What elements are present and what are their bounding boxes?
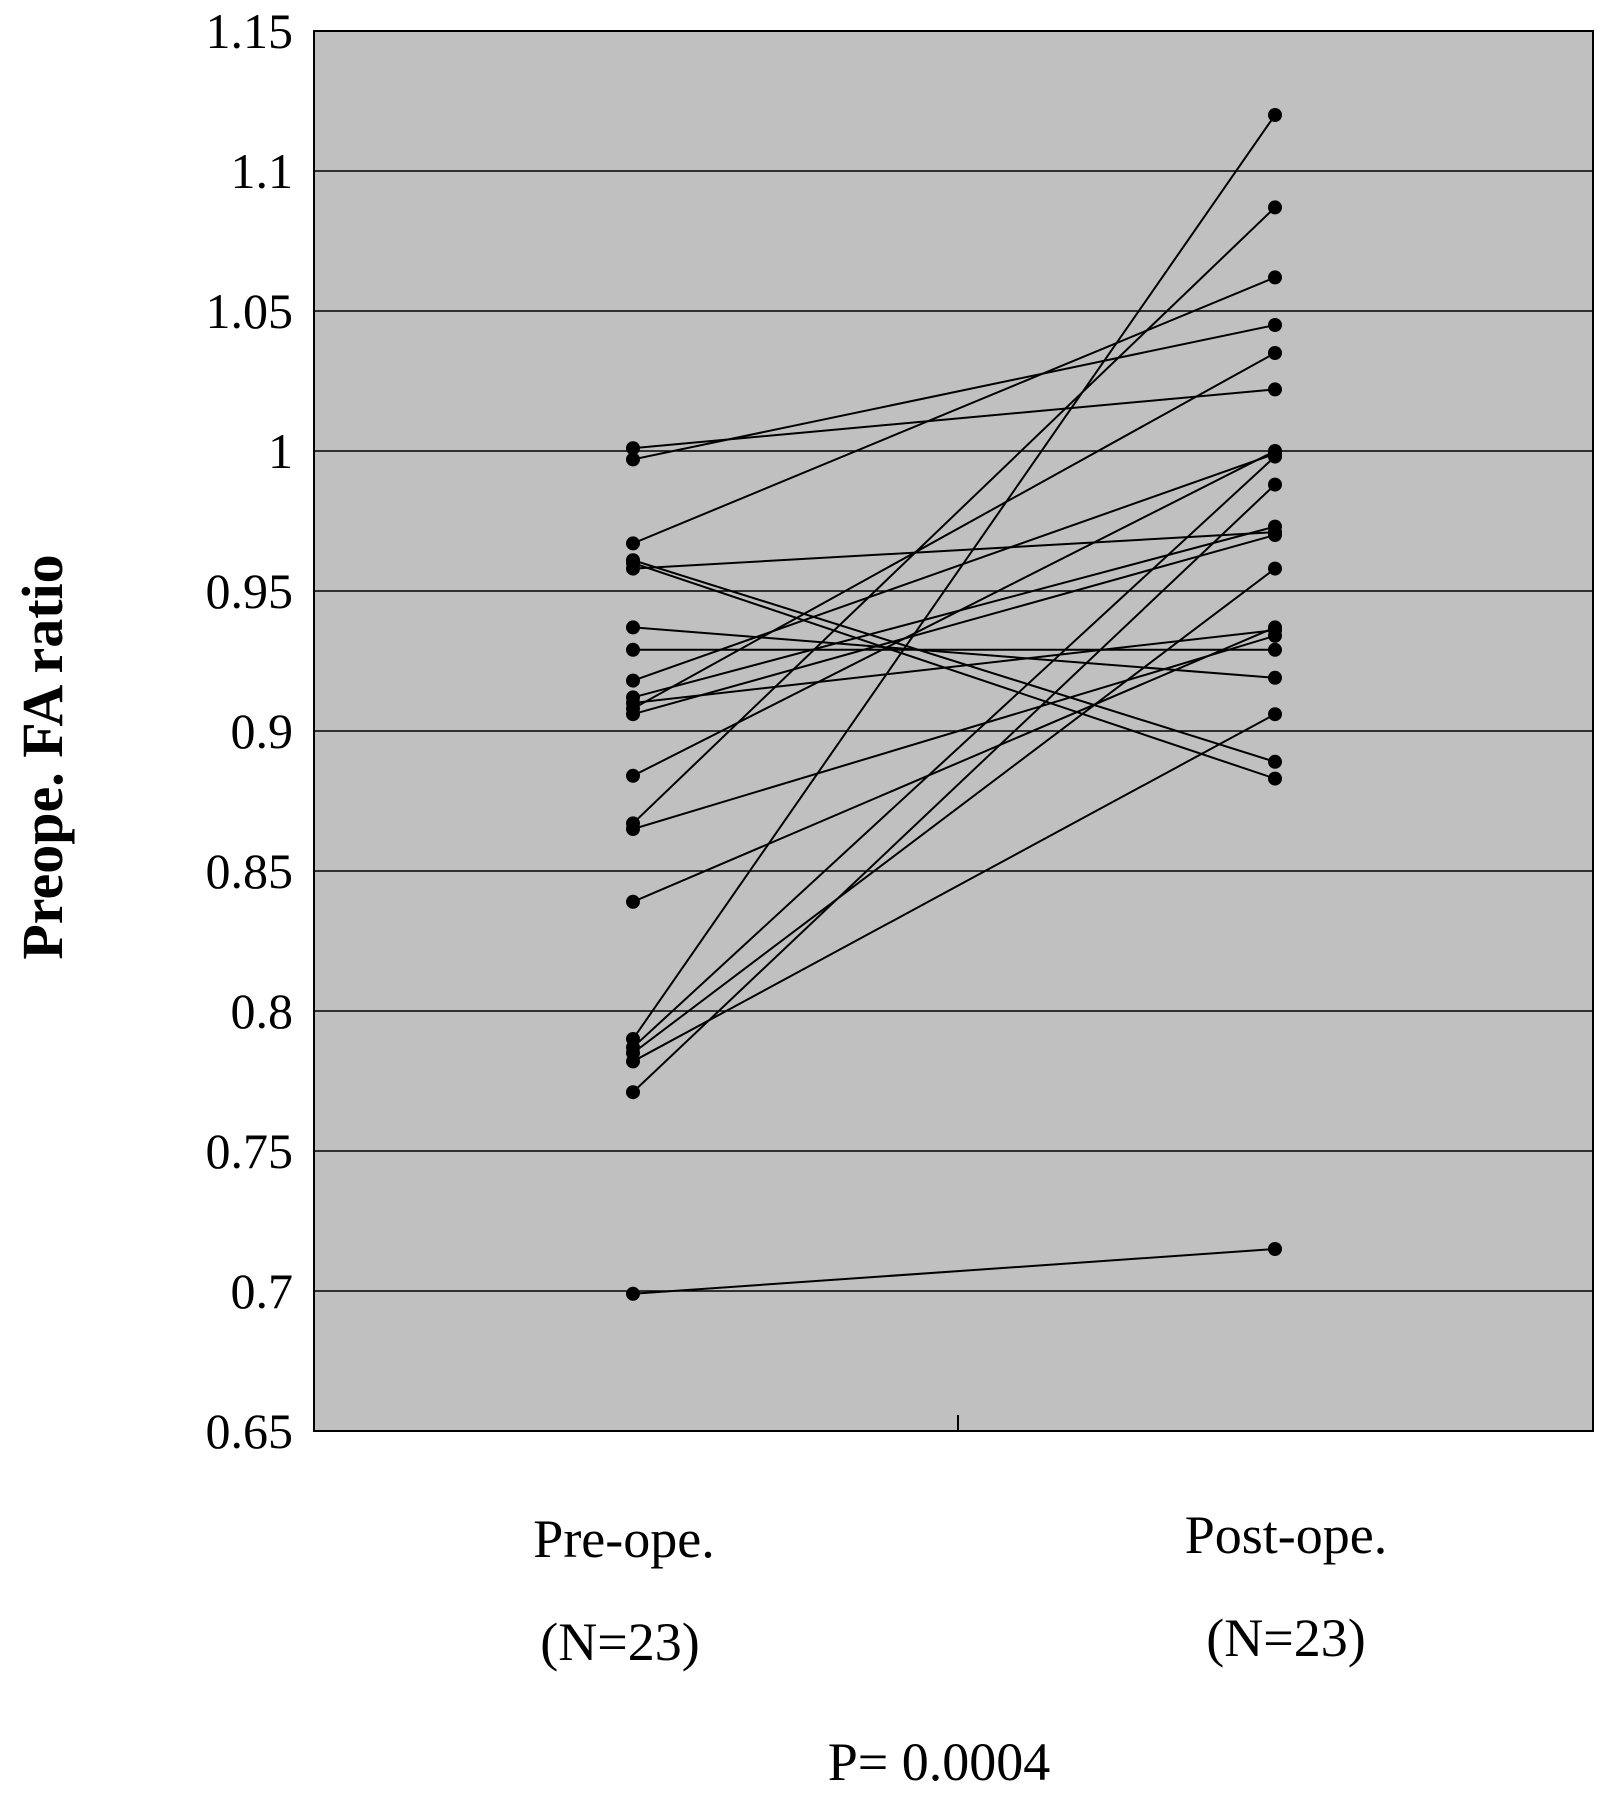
y-tick-label: 1.1 [231,143,294,199]
post-point [1268,318,1282,332]
pair-line [632,713,1276,1063]
post-point [1268,754,1282,769]
pair-line [632,352,1276,710]
gridlines [314,170,1593,1292]
y-tick-label: 1 [268,423,293,479]
pair-line [632,534,1276,716]
post-point [1268,771,1282,786]
pair-line [632,324,1276,461]
pre-point [626,768,640,783]
post-point [1268,382,1282,397]
pre-point [626,536,640,551]
pre-point [626,441,640,456]
post-points [1268,108,1282,1256]
post-point [1268,200,1282,215]
post-point [1268,707,1282,722]
post-point [1268,561,1282,576]
paired-lines [632,114,1276,1295]
pair-line [632,483,1276,1093]
y-tick-label: 1.05 [206,283,294,339]
post-point [1268,108,1282,122]
y-tick-label: 0.65 [206,1403,294,1459]
pre-point [626,620,640,635]
y-tick-label: 0.95 [206,563,294,619]
pre-point [626,1286,640,1301]
pre-point [626,1085,640,1100]
pre-point [626,673,640,688]
pre-point [626,822,640,836]
post-point [1268,620,1282,635]
pair-line [632,114,1276,1040]
pair-line [632,531,1276,570]
post-point [1268,670,1282,685]
pre-points [626,441,640,1301]
pair-line [632,206,1276,825]
y-tick-label: 0.8 [231,983,294,1039]
pre-point [626,894,640,909]
pair-line [632,452,1276,682]
pair-line [632,626,1276,903]
pair-line [632,567,1276,1054]
pair-line [632,559,1276,763]
pre-point [626,1054,640,1069]
pre-point [626,642,640,657]
y-tick-label: 0.9 [231,703,294,759]
post-point [1268,642,1282,657]
y-tick-label: 1.15 [206,3,294,59]
y-tick-label: 0.7 [231,1263,294,1319]
pre-point [626,707,640,722]
pair-line [632,276,1276,545]
category-label-pre: Pre-ope. [533,1509,714,1569]
pair-line [632,455,1276,1049]
y-tick-label: 0.85 [206,843,294,899]
y-tick-label: 0.75 [206,1123,294,1179]
pair-line [632,388,1276,450]
pre-point [626,452,640,467]
pre-point [626,556,640,570]
post-point [1268,1242,1282,1256]
category-n-pre: (N=23) [540,1612,699,1672]
p-value-annotation: P= 0.0004 [828,1732,1051,1792]
pair-line [632,1248,1276,1295]
post-point [1268,528,1282,542]
post-point [1268,346,1282,360]
pair-line [632,562,1276,780]
pair-line [632,629,1276,704]
post-point [1268,449,1282,464]
category-n-post: (N=23) [1206,1608,1365,1668]
post-point [1268,270,1282,285]
post-point [1268,477,1282,492]
y-axis-label: Preope. FA ratio [10,554,75,959]
pair-line [632,634,1276,830]
y-tick-labels: 0.65 0.7 0.75 0.8 0.85 0.9 0.95 1 1.05 1.1 1.15 [206,3,294,1459]
category-label-post: Post-ope. [1185,1505,1388,1565]
pair-line [632,626,1276,679]
